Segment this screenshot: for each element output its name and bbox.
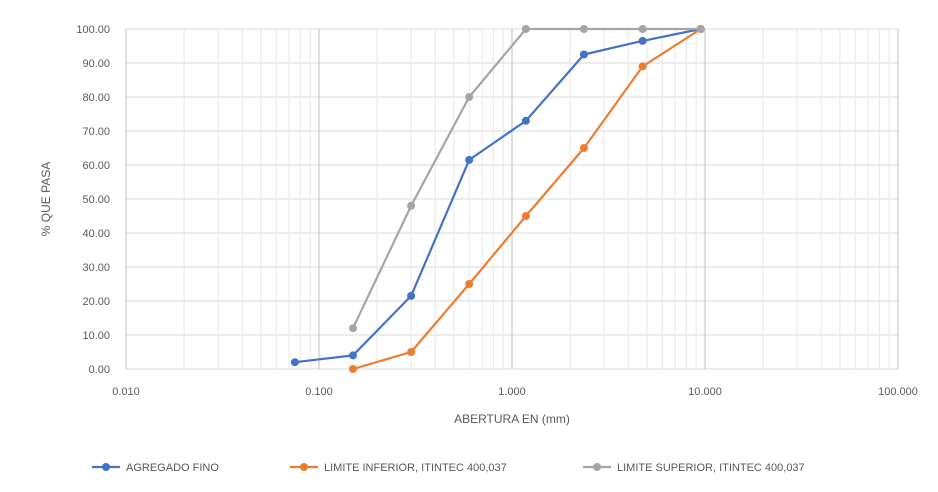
legend: AGREGADO FINO LIMITE INFERIOR, ITINTEC 40… [92,462,805,474]
data-point [638,36,647,45]
data-point [407,348,416,356]
legend-entry: AGREGADO FINO [92,462,219,474]
legend-swatch-marker [300,463,308,471]
data-point [638,62,647,71]
data-point [348,351,357,360]
x-tick-label: 10.000 [688,386,722,398]
legend-swatch-marker [593,463,601,471]
series-layer [290,25,705,373]
series-line [294,27,701,364]
legend-label: AGREGADO FINO [126,462,219,474]
grid-lines [125,28,899,370]
x-tick-label: 1.000 [498,386,526,398]
data-point [465,93,474,101]
data-point [579,144,588,152]
data-point [290,358,299,367]
y-tick-label: 50.00 [82,194,110,206]
y-tick-label: 30.00 [82,262,110,274]
data-point [521,212,530,220]
y-tick-label: 100.00 [76,24,110,36]
y-tick-label: 10.00 [82,330,110,342]
data-point [579,25,588,33]
data-point [407,291,416,300]
x-tick-label: 0.010 [112,386,140,398]
y-tick-label: 60.00 [82,160,110,172]
y-tick-label: 70.00 [82,126,110,138]
data-point [521,116,530,125]
data-point [521,25,530,33]
x-tick-label: 100.000 [878,386,918,398]
y-tick-label: 20.00 [82,296,110,308]
y-tick-label: 0.00 [89,364,110,376]
data-point [465,280,474,288]
legend-entry: LIMITE INFERIOR, ITINTEC 400,037 [290,462,507,474]
data-point [465,155,474,164]
data-point [348,365,357,373]
y-axis-title: % QUE PASA [39,162,53,236]
y-tick-label: 80.00 [82,92,110,104]
y-tick-label: 90.00 [82,58,110,70]
series-limite-superior-itintec-400-037 [348,25,705,333]
data-point [696,25,705,33]
legend-label: LIMITE INFERIOR, ITINTEC 400,037 [324,462,507,474]
data-point [348,324,357,333]
tick-labels: 0.00 10.00 20.00 30.00 40.00 50.00 60.00 70.00 8… [76,24,918,398]
legend-entry: LIMITE SUPERIOR, ITINTEC 400,037 [583,462,805,474]
data-point [638,25,647,33]
legend-label: LIMITE SUPERIOR, ITINTEC 400,037 [617,462,805,474]
y-tick-label: 40.00 [82,228,110,240]
data-point [579,50,588,59]
data-point [407,201,416,210]
x-tick-label: 0.100 [305,386,333,398]
legend-swatch-marker [102,463,110,471]
x-axis-title: ABERTURA EN (mm) [454,412,570,426]
